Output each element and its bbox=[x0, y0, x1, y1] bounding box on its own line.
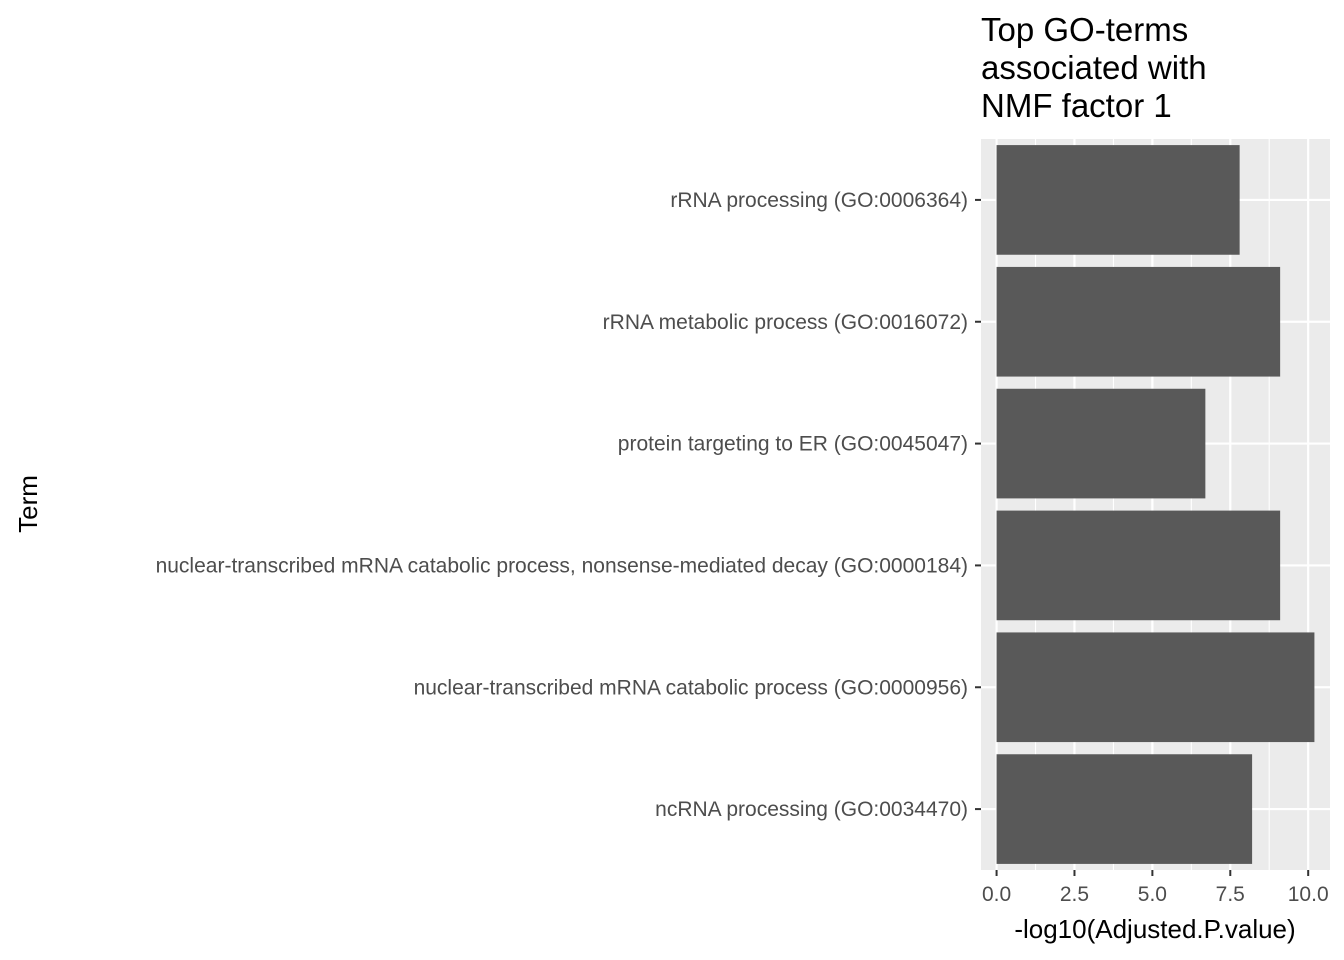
x-tick-label: 2.5 bbox=[1060, 883, 1089, 906]
y-axis-title: Term bbox=[13, 475, 43, 533]
category-label: ncRNA processing (GO:0034470) bbox=[655, 798, 968, 821]
x-tick-label: 5.0 bbox=[1138, 883, 1167, 906]
plot-panel bbox=[981, 139, 1330, 870]
category-label: rRNA metabolic process (GO:0016072) bbox=[603, 311, 968, 334]
bar bbox=[996, 266, 1281, 377]
value-axis: 0.0 2.5 5.0 7.5 10.0 bbox=[982, 870, 1329, 906]
bar bbox=[996, 754, 1253, 864]
category-axis: rRNA processing (GO:0006364) rRNA metabol… bbox=[156, 189, 981, 821]
chart-title-line-2: associated with bbox=[981, 49, 1207, 86]
chart-title-line-3: NMF factor 1 bbox=[981, 87, 1172, 124]
bars bbox=[996, 145, 1315, 864]
x-tick-label: 7.5 bbox=[1216, 883, 1245, 906]
bar bbox=[996, 145, 1240, 255]
bar bbox=[996, 388, 1206, 499]
chart-title-line-1: Top GO-terms bbox=[981, 11, 1188, 48]
x-tick-label: 10.0 bbox=[1288, 883, 1329, 906]
category-label: protein targeting to ER (GO:0045047) bbox=[618, 433, 968, 456]
category-label: nuclear-transcribed mRNA catabolic proce… bbox=[414, 676, 968, 699]
x-tick-label: 0.0 bbox=[982, 883, 1011, 906]
category-label: nuclear-transcribed mRNA catabolic proce… bbox=[156, 554, 968, 577]
bar bbox=[996, 510, 1281, 621]
x-axis-title: -log10(Adjusted.P.value) bbox=[1014, 914, 1295, 944]
bar bbox=[996, 632, 1315, 743]
category-label: rRNA processing (GO:0006364) bbox=[670, 189, 968, 212]
